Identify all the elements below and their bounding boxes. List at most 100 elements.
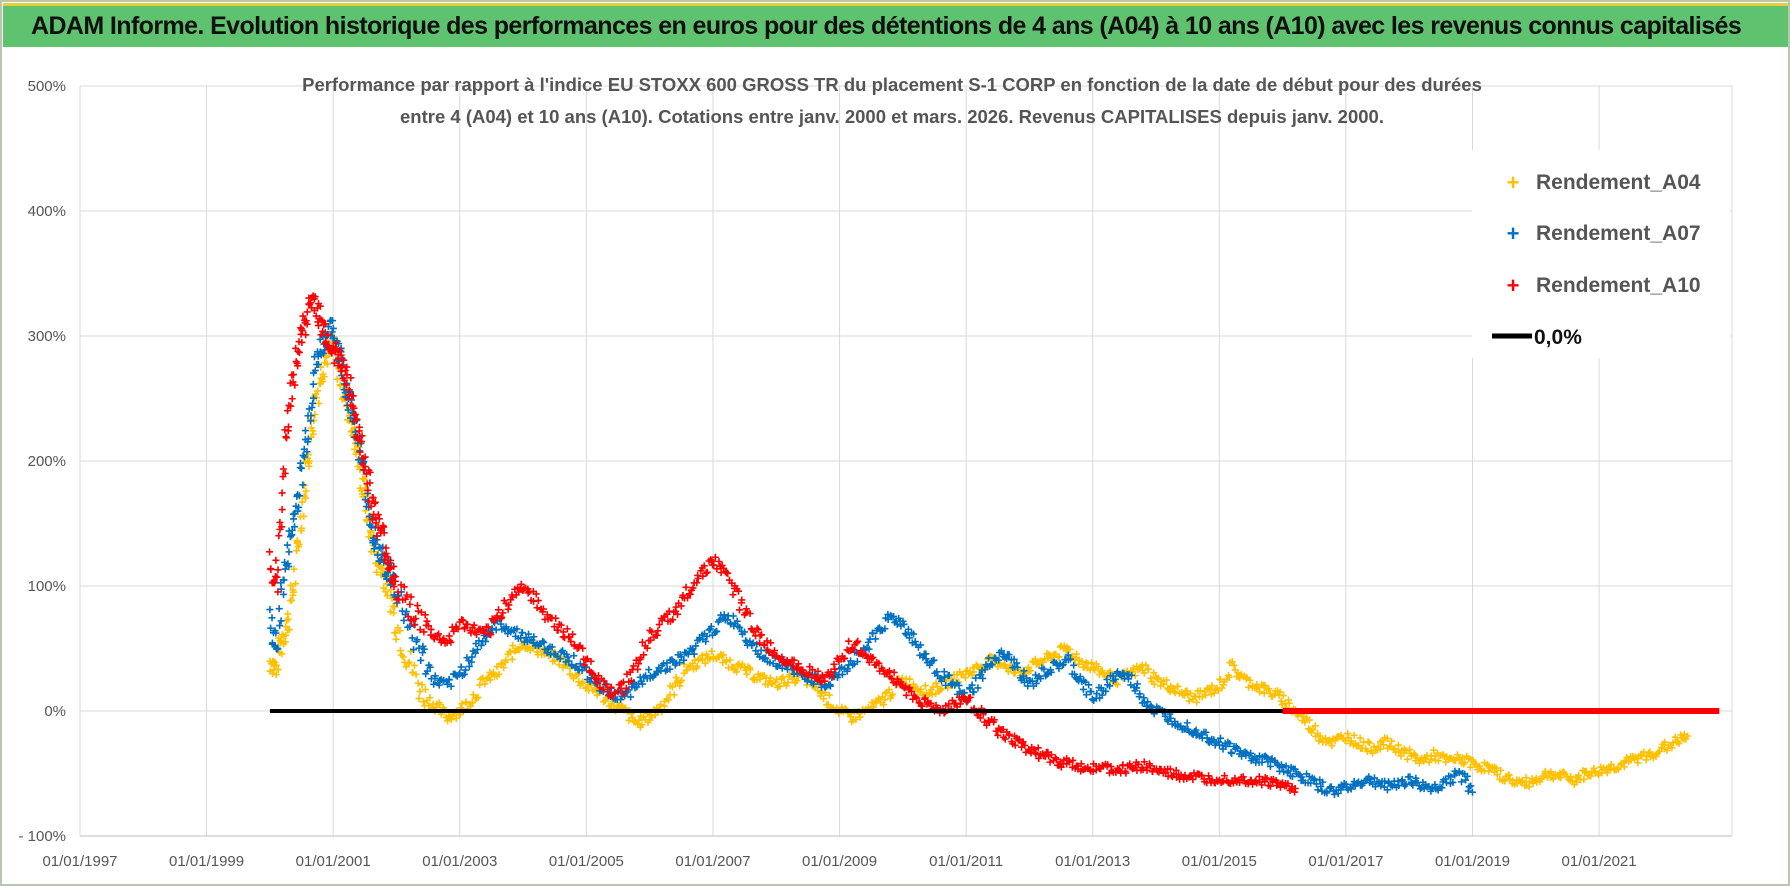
point-a07 [1003, 655, 1011, 663]
point-a07 [955, 681, 963, 689]
point-a07 [826, 682, 834, 690]
point-a10 [353, 415, 361, 423]
point-a04 [1225, 673, 1233, 681]
point-a04 [1196, 687, 1204, 695]
point-a10 [1046, 758, 1054, 766]
point-a10 [913, 694, 921, 702]
point-a10 [648, 628, 656, 636]
point-a07 [1347, 785, 1355, 793]
point-a04 [317, 374, 325, 382]
point-a07 [729, 612, 737, 620]
point-a04 [852, 715, 860, 723]
point-a10 [665, 607, 673, 615]
point-a07 [1202, 728, 1210, 736]
point-a10 [854, 637, 862, 645]
point-a07 [676, 659, 684, 667]
point-a04 [898, 674, 906, 682]
point-a07 [473, 645, 481, 653]
point-a04 [1185, 697, 1193, 705]
point-a07 [1055, 665, 1063, 673]
point-a04 [396, 627, 404, 635]
legend-marker-a10: + [1507, 273, 1520, 298]
point-a04 [1301, 718, 1309, 726]
point-a10 [317, 316, 325, 324]
point-a07 [1447, 773, 1455, 781]
point-a10 [814, 667, 822, 675]
point-a10 [274, 588, 282, 596]
point-a07 [1228, 749, 1236, 757]
point-a07 [1266, 762, 1274, 770]
point-a10 [1014, 736, 1022, 744]
point-a10 [552, 614, 560, 622]
point-a10 [1015, 735, 1023, 743]
point-a04 [1391, 745, 1399, 753]
point-a07 [1177, 722, 1185, 730]
point-a10 [627, 677, 635, 685]
point-a10 [342, 381, 350, 389]
point-a04 [377, 563, 385, 571]
point-a10 [587, 668, 595, 676]
x-tick-label: 01/01/1999 [169, 853, 244, 870]
point-a07 [1284, 767, 1292, 775]
point-a07 [1102, 687, 1110, 695]
point-a04 [719, 651, 727, 659]
point-a10 [580, 661, 588, 669]
point-a07 [1288, 773, 1296, 781]
point-a10 [1031, 749, 1039, 757]
point-a04 [1279, 692, 1287, 700]
point-a07 [669, 657, 677, 665]
point-a04 [1300, 712, 1308, 720]
point-a04 [1434, 757, 1442, 765]
y-tick-label: - 100% [18, 828, 66, 845]
point-a07 [299, 481, 307, 489]
point-a04 [420, 698, 428, 706]
point-a04 [656, 701, 664, 709]
point-a10 [778, 653, 786, 661]
point-a10 [459, 616, 467, 624]
point-a04 [447, 716, 455, 724]
point-a04 [360, 475, 368, 483]
point-a10 [467, 629, 475, 637]
point-a07 [1098, 691, 1106, 699]
point-a10 [316, 302, 324, 310]
point-a10 [927, 699, 935, 707]
point-a10 [735, 606, 743, 614]
point-a04 [670, 691, 678, 699]
point-a10 [702, 569, 710, 577]
point-a04 [578, 679, 586, 687]
point-a04 [473, 694, 481, 702]
point-a04 [1256, 688, 1264, 696]
point-a04 [1501, 777, 1509, 785]
point-a07 [1291, 765, 1299, 773]
point-a10 [708, 557, 716, 565]
point-a07 [617, 696, 625, 704]
point-a04 [458, 700, 466, 708]
point-a04 [1492, 764, 1500, 772]
point-a07 [1059, 660, 1067, 668]
point-a04 [284, 615, 292, 623]
point-a07 [423, 667, 431, 675]
point-a07 [707, 622, 715, 630]
point-a10 [427, 625, 435, 633]
point-a04 [412, 671, 420, 679]
point-a07 [477, 641, 485, 649]
point-a07 [309, 380, 317, 388]
point-a10 [341, 367, 349, 375]
point-a10 [630, 662, 638, 670]
point-a10 [956, 700, 964, 708]
point-a10 [272, 556, 280, 564]
point-a10 [735, 587, 743, 595]
point-a07 [447, 682, 455, 690]
point-a04 [1174, 682, 1182, 690]
point-a04 [1193, 698, 1201, 706]
point-a04 [426, 694, 434, 702]
point-a04 [638, 721, 646, 729]
point-a07 [865, 645, 873, 653]
point-a07 [430, 680, 438, 688]
point-a07 [408, 634, 416, 642]
chart-title-line-1: Performance par rapport à l'indice EU ST… [302, 74, 1482, 95]
point-a07 [1317, 783, 1325, 791]
point-a04 [1388, 737, 1396, 745]
point-a04 [1186, 689, 1194, 697]
